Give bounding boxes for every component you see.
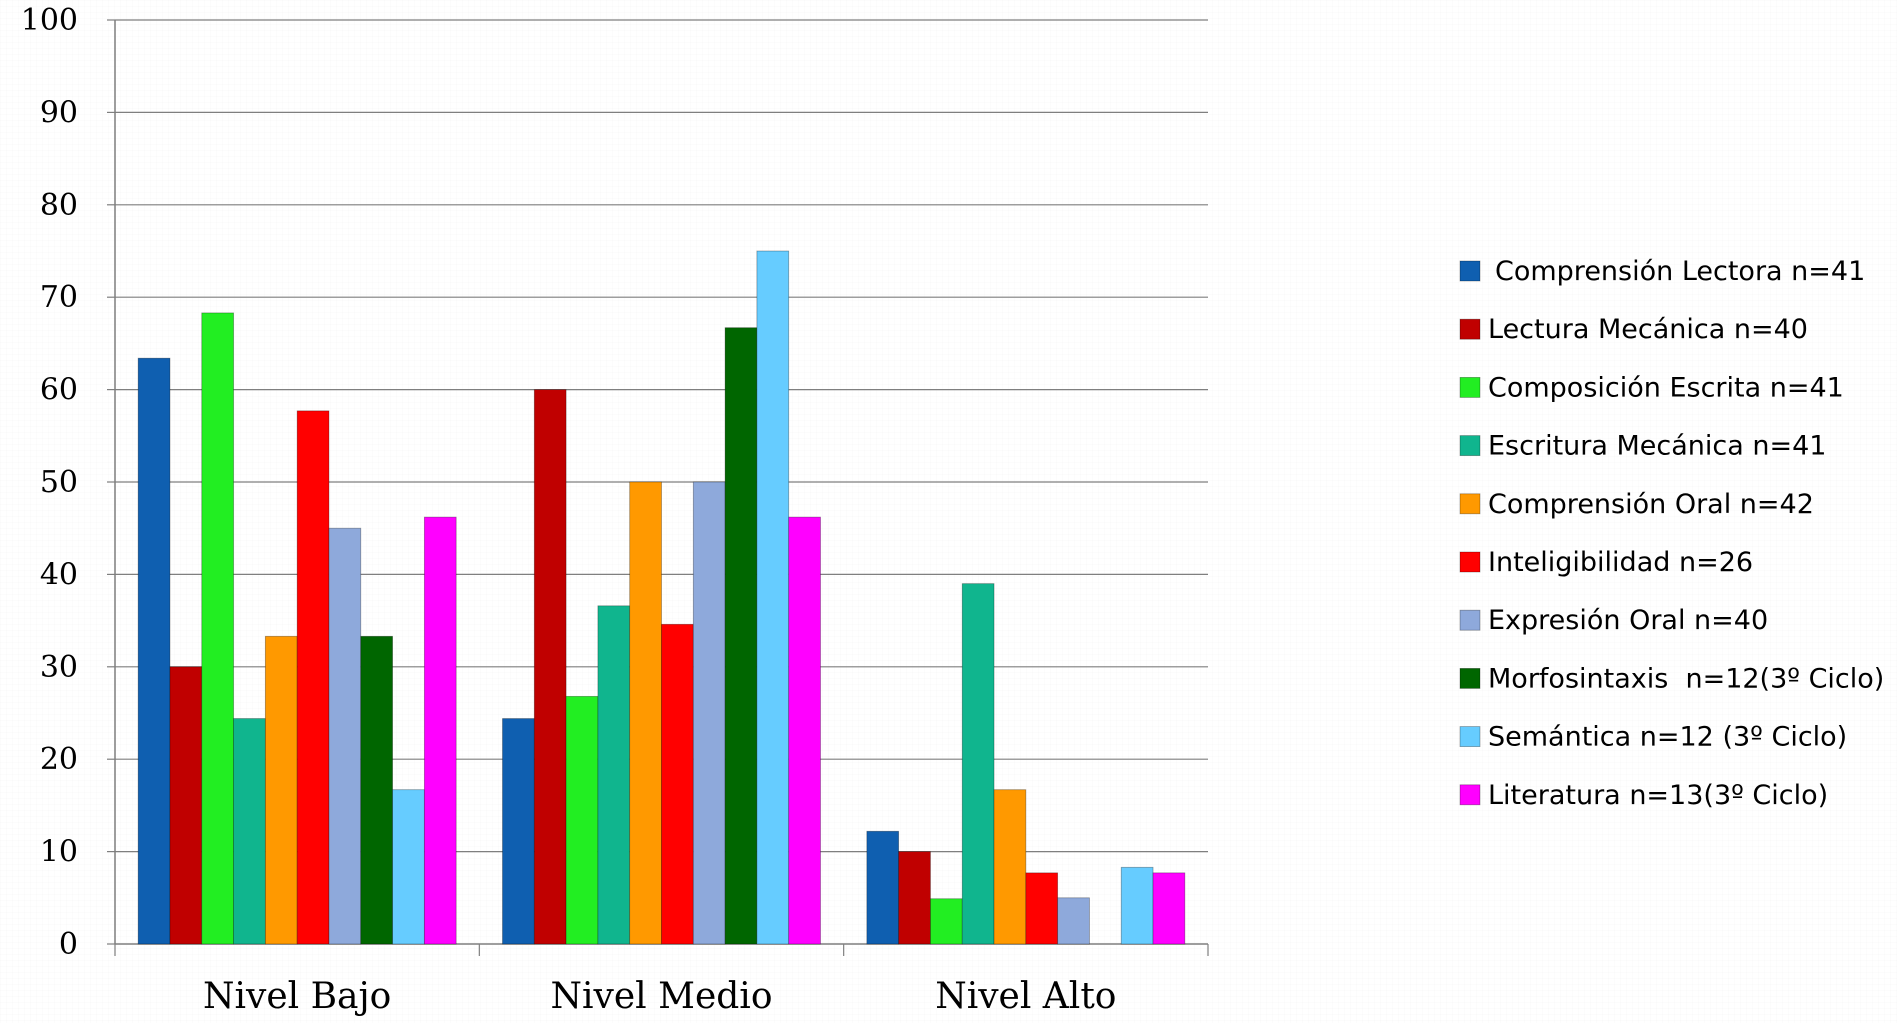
legend-swatch [1459, 551, 1481, 573]
bar [328, 527, 362, 945]
legend-swatch [1459, 493, 1481, 515]
bars [137, 250, 1186, 945]
y-tick-label: 60 [40, 373, 78, 408]
y-tick-label: 70 [40, 280, 78, 315]
bar [1120, 866, 1154, 945]
legend-label: Morfosintaxis n=12(3º Ciclo) [1488, 663, 1884, 694]
legend-label: Literatura n=13(3º Ciclo) [1488, 780, 1828, 811]
bar [423, 516, 457, 945]
bar [629, 481, 662, 945]
bar [756, 250, 790, 945]
bar [1152, 872, 1186, 945]
y-tick-label: 90 [40, 95, 78, 130]
y-tick-label: 50 [40, 465, 78, 500]
x-tick-label: Nivel Medio [550, 976, 772, 1017]
bar [360, 635, 393, 945]
y-tick-label: 100 [21, 3, 78, 38]
legend-label: Expresión Oral n=40 [1488, 605, 1768, 636]
legend: Comprensión Lectora n=41 Lectura Mecánica… [1459, 256, 1884, 811]
bar [296, 410, 330, 945]
bar [1057, 897, 1090, 945]
legend-label: Escritura Mecánica n=41 [1488, 431, 1826, 462]
legend-label: Inteligibilidad n=26 [1488, 547, 1753, 578]
bar [169, 666, 203, 945]
bar [898, 851, 931, 945]
bar [993, 789, 1027, 945]
legend-swatch [1459, 376, 1481, 398]
bar [961, 583, 995, 945]
y-tick-label: 30 [40, 650, 78, 685]
legend-swatch [1459, 318, 1481, 340]
y-tick-label: 20 [40, 742, 78, 777]
bar [692, 481, 726, 945]
legend-label: Comprensión Lectora n=41 [1495, 256, 1865, 287]
x-tick-label: Nivel Bajo [203, 976, 391, 1017]
y-tick-label: 10 [40, 835, 78, 870]
bar [533, 389, 567, 945]
bar [661, 623, 694, 945]
legend-swatch [1459, 726, 1481, 747]
bar [1025, 872, 1059, 945]
legend-swatch [1459, 435, 1481, 457]
bar [137, 357, 171, 945]
bar [392, 789, 425, 945]
y-tick-label: 40 [40, 557, 78, 592]
legend-label: Lectura Mecánica n=40 [1488, 314, 1808, 345]
bar [233, 718, 266, 945]
bar [565, 695, 599, 945]
bar [264, 635, 298, 945]
bar [930, 898, 963, 945]
bar [724, 327, 758, 945]
legend-swatch [1459, 609, 1481, 631]
bar [597, 605, 631, 945]
bar [866, 830, 900, 945]
bar [788, 516, 821, 945]
legend-label: Semántica n=12 (3º Ciclo) [1488, 722, 1847, 753]
x-axis-ticks: Nivel Bajo Nivel Medio Nivel Alto [203, 976, 1116, 1017]
y-axis-ticks: 0 10 20 30 40 50 60 70 80 90 100 [21, 3, 78, 962]
y-tick-label: 80 [40, 188, 78, 223]
legend-label: Comprensión Oral n=42 [1488, 489, 1814, 520]
bar [201, 312, 234, 945]
x-tick-label: Nivel Alto [935, 976, 1116, 1017]
legend-swatch [1459, 260, 1481, 282]
bar [502, 718, 535, 945]
legend-swatch [1459, 668, 1481, 689]
legend-label: Composición Escrita n=41 [1488, 372, 1844, 403]
y-tick-label: 0 [59, 927, 78, 962]
legend-swatch [1459, 784, 1481, 806]
